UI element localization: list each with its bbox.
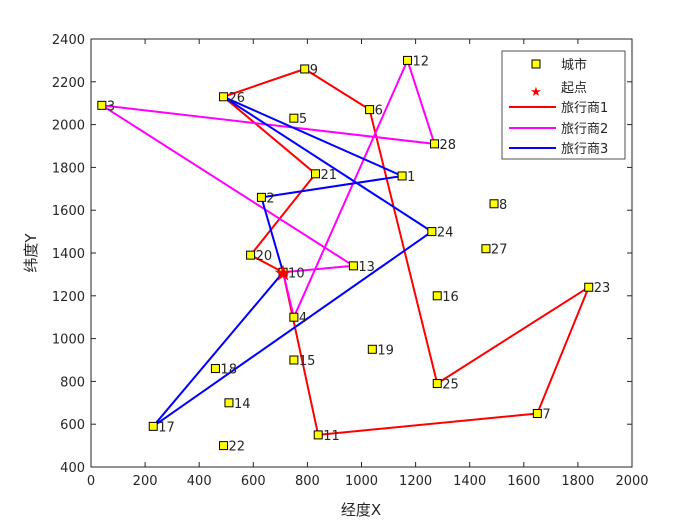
city-label-5: 5 bbox=[299, 112, 307, 127]
city-label-22: 22 bbox=[229, 440, 246, 455]
start-point-marker: ★ bbox=[273, 261, 293, 286]
city-label-25: 25 bbox=[442, 378, 459, 393]
city-marker-2 bbox=[256, 192, 266, 202]
city-label-6: 6 bbox=[375, 104, 383, 119]
axes: 0 200 400 600 800 1000 1200 1400 1600 1800 2000400… bbox=[52, 33, 649, 489]
x-tick-label-1600: 1600 bbox=[507, 474, 540, 489]
x-tick-label-1800: 1800 bbox=[561, 474, 594, 489]
city-marker-14 bbox=[224, 398, 234, 408]
legend-series-1-label: 旅行商1 bbox=[561, 101, 608, 116]
city-marker-21 bbox=[311, 169, 321, 179]
y-tick-label-1000: 1000 bbox=[52, 333, 85, 348]
x-tick-label-600: 600 bbox=[241, 474, 266, 489]
city-marker-22 bbox=[219, 441, 229, 451]
x-tick-label-200: 200 bbox=[133, 474, 158, 489]
y-tick-label-1800: 1800 bbox=[52, 161, 85, 176]
city-label-12: 12 bbox=[412, 54, 429, 69]
y-tick-label-2200: 2200 bbox=[52, 76, 85, 91]
city-marker-25 bbox=[432, 379, 442, 389]
y-tick-label-2000: 2000 bbox=[52, 119, 85, 134]
city-marker-18 bbox=[210, 364, 220, 374]
city-marker-6 bbox=[365, 105, 375, 115]
city-marker-16 bbox=[432, 291, 442, 301]
city-label-15: 15 bbox=[299, 354, 316, 369]
city-label-13: 13 bbox=[358, 260, 375, 275]
x-tick-label-1400: 1400 bbox=[453, 474, 486, 489]
start-marker: ★ bbox=[273, 261, 293, 286]
city-marker-17 bbox=[148, 421, 158, 431]
city-marker-13 bbox=[348, 261, 358, 271]
city-marker-11 bbox=[313, 430, 323, 440]
city-marker-20 bbox=[246, 250, 256, 260]
city-label-27: 27 bbox=[491, 243, 508, 258]
city-label-18: 18 bbox=[220, 363, 237, 378]
city-marker-7 bbox=[532, 409, 542, 418]
y-tick-label-800: 800 bbox=[60, 375, 85, 390]
city-label-3: 3 bbox=[107, 99, 115, 114]
legend-series-2-label: 旅行商2 bbox=[561, 122, 608, 137]
y-axis-label: 纬度Y bbox=[22, 233, 40, 273]
city-marker-8 bbox=[489, 199, 499, 209]
x-tick-label-2000: 2000 bbox=[615, 474, 648, 489]
city-marker-10 bbox=[278, 267, 288, 277]
legend-city-label: 城市 bbox=[561, 57, 587, 73]
city-marker-15 bbox=[289, 355, 299, 365]
city-label-14: 14 bbox=[234, 397, 251, 412]
y-tick-label-1400: 1400 bbox=[52, 247, 85, 262]
city-label-20: 20 bbox=[256, 249, 273, 264]
city-label-24: 24 bbox=[437, 226, 454, 241]
city-marker-28 bbox=[430, 139, 440, 149]
legend-start-label: 起点 bbox=[561, 81, 587, 96]
y-tick-label-1200: 1200 bbox=[52, 290, 85, 305]
city-label-21: 21 bbox=[321, 168, 338, 183]
y-tick-label-600: 600 bbox=[60, 418, 85, 433]
city-label-1: 1 bbox=[407, 170, 415, 185]
city-marker-1 bbox=[397, 171, 407, 181]
y-tick-label-400: 400 bbox=[60, 461, 85, 476]
city-marker-3 bbox=[97, 100, 107, 110]
city-labels: 1234567891011121314151617181920212223242… bbox=[107, 54, 610, 454]
city-marker-4 bbox=[289, 312, 299, 322]
legend-start-marker: ★ bbox=[530, 85, 542, 100]
x-tick-label-1000: 1000 bbox=[345, 474, 378, 489]
city-label-19: 19 bbox=[377, 343, 394, 358]
legend-city-marker bbox=[531, 59, 541, 69]
y-tick-label-2400: 2400 bbox=[52, 33, 85, 48]
city-label-28: 28 bbox=[440, 138, 457, 153]
legend-box bbox=[501, 50, 626, 160]
legend-series-3-label: 旅行商3 bbox=[561, 142, 608, 157]
city-marker-24 bbox=[427, 227, 437, 237]
x-axis-label: 经度X bbox=[341, 501, 381, 519]
x-tick-label-1200: 1200 bbox=[399, 474, 432, 489]
x-tick-label-400: 400 bbox=[187, 474, 212, 489]
city-marker-19 bbox=[367, 344, 377, 354]
legend: 城市 ★ 起点 旅行商1 旅行商2 旅行商3 bbox=[501, 50, 626, 160]
x-tick-label-800: 800 bbox=[295, 474, 320, 489]
city-markers bbox=[97, 55, 594, 451]
city-label-2: 2 bbox=[266, 191, 274, 206]
city-label-9: 9 bbox=[310, 63, 318, 78]
city-label-10: 10 bbox=[288, 266, 305, 281]
city-marker-5 bbox=[289, 113, 299, 123]
city-marker-9 bbox=[300, 64, 310, 74]
city-label-17: 17 bbox=[158, 420, 175, 435]
city-label-4: 4 bbox=[299, 311, 307, 326]
city-label-23: 23 bbox=[594, 281, 611, 296]
city-label-11: 11 bbox=[323, 429, 340, 444]
city-label-8: 8 bbox=[499, 198, 507, 213]
city-label-16: 16 bbox=[442, 290, 459, 305]
x-tick-label-0: 0 bbox=[87, 474, 95, 489]
city-marker-27 bbox=[481, 244, 491, 254]
city-label-26: 26 bbox=[229, 91, 246, 106]
city-marker-26 bbox=[219, 92, 229, 102]
y-tick-label-1600: 1600 bbox=[52, 204, 85, 219]
city-marker-12 bbox=[402, 55, 412, 65]
city-label-7: 7 bbox=[542, 408, 550, 423]
city-marker-23 bbox=[584, 282, 594, 292]
